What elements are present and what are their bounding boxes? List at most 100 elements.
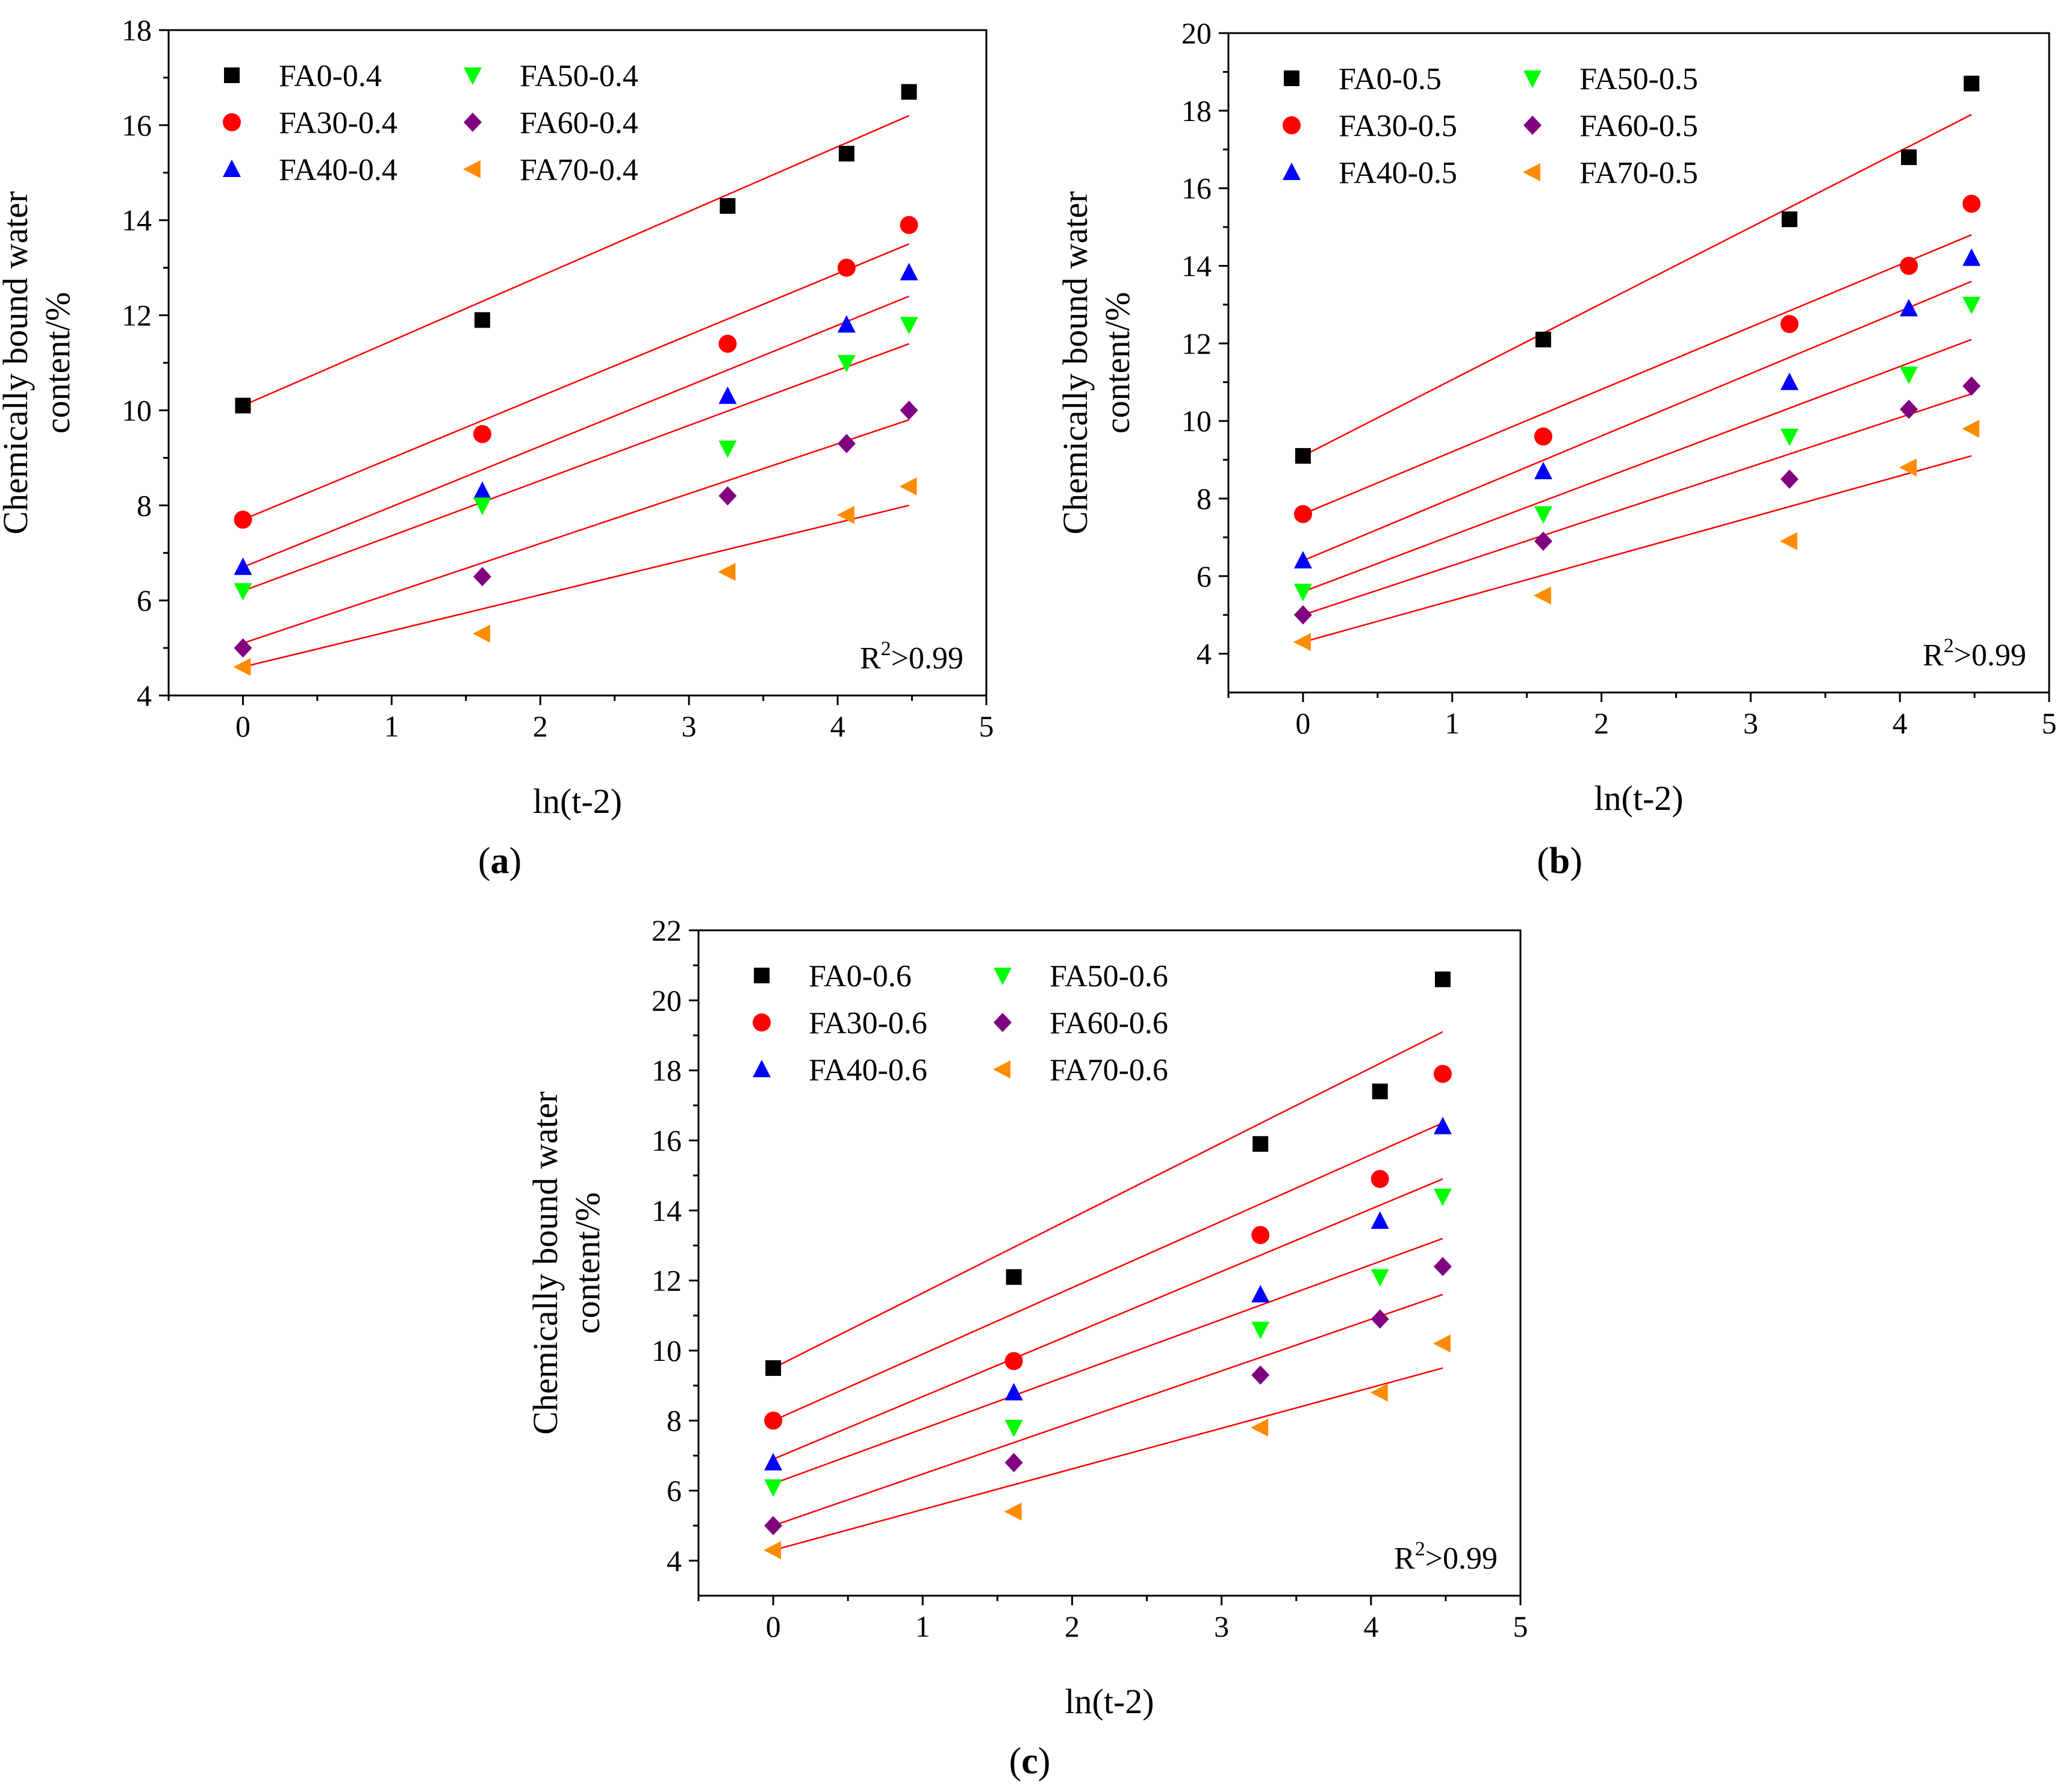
data-point-fa40 <box>473 481 491 499</box>
data-point-fa70 <box>764 1541 782 1560</box>
x-tick-label: 1 <box>1445 706 1460 740</box>
x-tick-label: 1 <box>384 709 399 743</box>
panel-c: 0 1 2 3 4 546810121416182022ln(t-2)Chemically… <box>526 913 1528 1721</box>
fit-line-fa50 <box>773 1237 1443 1485</box>
fit-line-fa30 <box>242 243 910 521</box>
legend-marker-fa0 <box>1284 70 1299 86</box>
data-point-fa30 <box>1900 257 1918 275</box>
y-axis-label-line1: Chemically bound water <box>0 191 35 534</box>
x-tick-label: 4 <box>830 709 845 743</box>
data-point-fa70 <box>1779 532 1797 550</box>
data-point-fa0 <box>1252 1136 1269 1152</box>
data-point-fa40 <box>764 1453 783 1470</box>
data-point-fa60 <box>1293 605 1312 625</box>
x-tick-label: 3 <box>1743 706 1758 740</box>
data-point-fa70 <box>1293 633 1311 652</box>
legend-label: FA50-0.6 <box>1050 959 1168 994</box>
legend-label: FA0-0.6 <box>809 959 912 994</box>
y-tick-label: 4 <box>667 1544 682 1578</box>
legend-marker-fa60 <box>994 1013 1012 1032</box>
data-point-fa70 <box>1004 1502 1022 1521</box>
data-point-fa70 <box>1899 458 1917 477</box>
data-point-fa0 <box>720 198 736 214</box>
data-point-fa30 <box>1293 505 1312 523</box>
fit-line-fa40 <box>773 1178 1443 1460</box>
y-tick-label: 8 <box>1196 482 1212 515</box>
fit-line-fa70 <box>773 1367 1443 1551</box>
x-tick-label: 4 <box>1893 706 1908 740</box>
x-axis-label: ln(t-2) <box>533 782 622 821</box>
legend-marker-fa30 <box>753 1013 771 1031</box>
data-point-fa30 <box>1371 1169 1389 1188</box>
data-point-fa30 <box>837 258 856 277</box>
r-squared-annotation: R2>0.99 <box>1923 635 2026 673</box>
data-point-fa0 <box>1006 1269 1022 1285</box>
data-point-fa0 <box>235 397 251 414</box>
data-point-fa60 <box>1004 1453 1023 1472</box>
y-tick-label: 10 <box>1181 404 1212 438</box>
data-point-fa60 <box>764 1516 783 1535</box>
legend-marker-fa70 <box>463 160 481 178</box>
data-point-fa50 <box>1900 366 1918 384</box>
legend-label: FA0-0.4 <box>279 59 382 93</box>
data-point-fa0 <box>838 146 854 162</box>
data-point-fa50 <box>1371 1269 1389 1287</box>
legend-label: FA50-0.4 <box>520 59 638 93</box>
legend-marker-fa70 <box>993 1060 1010 1078</box>
y-axis-label-line1: Chemically bound water <box>526 1091 565 1434</box>
legend-label: FA40-0.4 <box>279 153 397 187</box>
plot-frame <box>1227 32 2050 694</box>
legend-label: FA40-0.5 <box>1339 156 1457 190</box>
data-point-fa40 <box>1004 1383 1023 1401</box>
legend-label: FA30-0.5 <box>1339 109 1457 143</box>
legend-marker-fa70 <box>1523 163 1540 181</box>
data-point-fa0 <box>1434 971 1451 988</box>
legend-marker-fa30 <box>223 113 241 131</box>
data-point-fa60 <box>837 434 856 453</box>
data-point-fa50 <box>1433 1189 1452 1206</box>
y-tick-label: 12 <box>1181 326 1212 360</box>
legend-label: FA60-0.6 <box>1050 1006 1168 1041</box>
data-point-fa30 <box>1004 1352 1023 1370</box>
data-point-fa50 <box>473 497 491 515</box>
legend: FA0-0.4 FA30-0.4 FA40-0.4 FA50-0.4 FA60-0.4 F… <box>223 59 638 187</box>
data-point-fa60 <box>1534 531 1552 551</box>
fit-line-fa60 <box>1302 393 1972 616</box>
y-tick-label: 10 <box>122 393 152 427</box>
data-point-fa40 <box>1433 1116 1452 1134</box>
fit-line-fa60 <box>773 1293 1443 1526</box>
legend-label: FA50-0.5 <box>1579 62 1698 96</box>
data-point-fa30 <box>1780 315 1799 334</box>
data-point-fa50 <box>900 317 918 335</box>
x-tick-label: 5 <box>979 709 994 743</box>
data-point-fa60 <box>234 638 252 658</box>
data-point-fa40 <box>234 557 252 575</box>
data-point-fa50 <box>1004 1419 1023 1437</box>
r-squared-annotation: R2>0.99 <box>1394 1538 1498 1576</box>
data-point-fa70 <box>836 506 854 524</box>
legend-marker-fa40 <box>223 160 241 177</box>
fit-line-fa60 <box>243 419 910 644</box>
y-tick-label: 10 <box>652 1334 682 1367</box>
fit-line-fa50 <box>1302 338 1972 593</box>
legend-marker-fa30 <box>1283 116 1301 134</box>
fit-line-fa0 <box>773 1031 1443 1369</box>
y-tick-label: 20 <box>652 983 682 1017</box>
data-point-fa50 <box>234 583 252 601</box>
x-tick-label: 0 <box>235 709 250 743</box>
x-tick-label: 2 <box>1594 706 1609 740</box>
fit-line-fa0 <box>242 114 910 406</box>
data-point-fa30 <box>234 510 252 529</box>
data-point-fa0 <box>1901 149 1917 166</box>
data-point-fa60 <box>1371 1309 1389 1329</box>
data-point-fa60 <box>900 400 918 420</box>
y-tick-label: 12 <box>122 299 152 332</box>
data-point-fa70 <box>1370 1383 1388 1402</box>
legend-label: FA70-0.4 <box>520 153 638 187</box>
legend-marker-fa60 <box>1523 116 1542 135</box>
y-tick-label: 14 <box>1181 249 1212 282</box>
data-point-fa60 <box>473 567 491 586</box>
data-point-fa70 <box>1962 420 1980 438</box>
